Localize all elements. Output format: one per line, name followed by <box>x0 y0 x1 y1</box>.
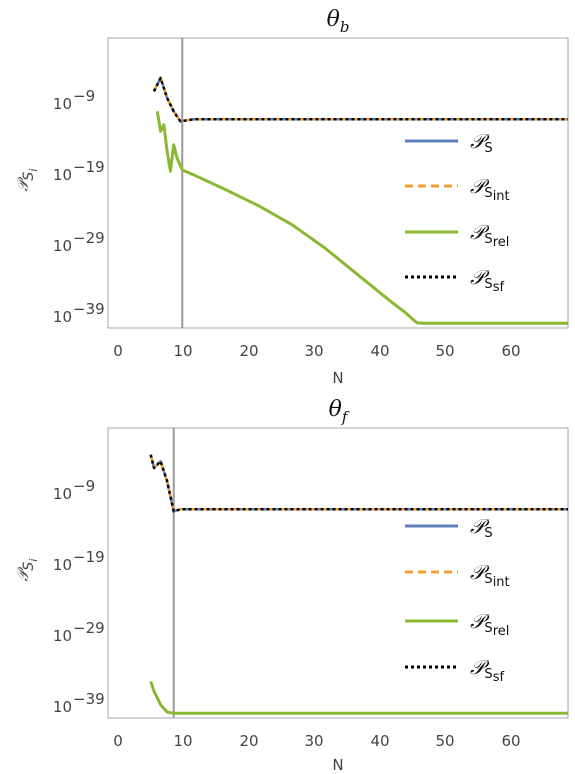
y-tick-label: 10 <box>53 627 72 645</box>
y-tick-exponent: −29 <box>73 619 105 637</box>
y-axis-label: 𝒫Si <box>14 169 40 192</box>
x-ticks: 0 10 20 30 40 50 60 <box>113 342 520 360</box>
plot-marks <box>152 38 568 328</box>
y-ticks: 10 −9 10 −19 10 −29 10 −39 <box>53 477 105 716</box>
legend: 𝒫S 𝒫Sint 𝒫Srel 𝒫Ssf <box>405 129 510 295</box>
x-tick-label: 40 <box>370 732 389 750</box>
legend-label: 𝒫S <box>470 129 493 156</box>
y-tick-exponent: −39 <box>73 300 105 318</box>
x-tick-label: 0 <box>113 342 123 360</box>
series-line-rel <box>155 111 568 325</box>
legend-label: 𝒫Srel <box>470 609 509 639</box>
series-line-rel <box>149 680 568 715</box>
x-tick-label: 60 <box>501 732 520 750</box>
y-tick-exponent: −9 <box>73 87 95 105</box>
x-axis-label: N <box>332 369 343 387</box>
x-tick-label: 50 <box>435 732 454 750</box>
y-tick-label: 10 <box>53 308 72 326</box>
y-tick-exponent: −19 <box>73 158 105 176</box>
series-line-S <box>149 454 568 513</box>
legend-label: 𝒫Ssf <box>470 655 504 685</box>
x-tick-label: 30 <box>304 732 323 750</box>
plot-marks <box>149 428 568 718</box>
x-tick-label: 60 <box>501 342 520 360</box>
x-tick-label: 0 <box>113 732 123 750</box>
plot-frame <box>107 427 569 719</box>
y-tick-label: 10 <box>53 95 72 113</box>
legend-label: 𝒫Sint <box>470 174 510 204</box>
chart-panel-theta-f: θf N 𝒫Si 0 10 20 30 40 50 60 10 −9 10 −1… <box>14 397 569 774</box>
y-tick-exponent: −9 <box>73 477 95 495</box>
x-tick-label: 40 <box>370 342 389 360</box>
series-line-int <box>149 454 568 513</box>
plot-frame <box>107 37 569 329</box>
svg-text:𝒫Si: 𝒫Si <box>14 559 40 582</box>
y-tick-exponent: −19 <box>73 548 105 566</box>
legend-label: 𝒫S <box>470 514 493 541</box>
y-tick-label: 10 <box>53 698 72 716</box>
y-tick-exponent: −39 <box>73 690 105 708</box>
x-tick-label: 20 <box>239 342 258 360</box>
legend-label: 𝒫Srel <box>470 220 509 250</box>
x-axis-label: N <box>332 756 343 774</box>
y-tick-label: 10 <box>53 166 72 184</box>
legend: 𝒫S 𝒫Sint 𝒫Srel 𝒫Ssf <box>405 514 510 685</box>
y-tick-exponent: −29 <box>73 229 105 247</box>
series-line-S <box>152 76 568 123</box>
x-tick-label: 10 <box>173 732 192 750</box>
series-line-sf <box>152 76 568 123</box>
legend-label: 𝒫Sint <box>470 560 510 590</box>
y-tick-label: 10 <box>53 485 72 503</box>
chart-panel-theta-b: θb N 𝒫Si 0 10 20 30 40 50 60 10 −9 10 −1… <box>14 7 569 387</box>
chart-title: θf <box>329 397 350 426</box>
series-line-int <box>152 76 568 123</box>
chart-title: θb <box>327 7 350 36</box>
svg-text:𝒫Si: 𝒫Si <box>14 169 40 192</box>
x-tick-label: 30 <box>304 342 323 360</box>
y-ticks: 10 −9 10 −19 10 −29 10 −39 <box>53 87 105 326</box>
y-tick-label: 10 <box>53 237 72 255</box>
legend-label: 𝒫Ssf <box>470 265 504 295</box>
series-line-sf <box>149 454 568 513</box>
x-tick-label: 20 <box>239 732 258 750</box>
x-ticks: 0 10 20 30 40 50 60 <box>113 732 520 750</box>
x-tick-label: 50 <box>435 342 454 360</box>
x-tick-label: 10 <box>173 342 192 360</box>
y-tick-label: 10 <box>53 556 72 574</box>
y-axis-label: 𝒫Si <box>14 559 40 582</box>
